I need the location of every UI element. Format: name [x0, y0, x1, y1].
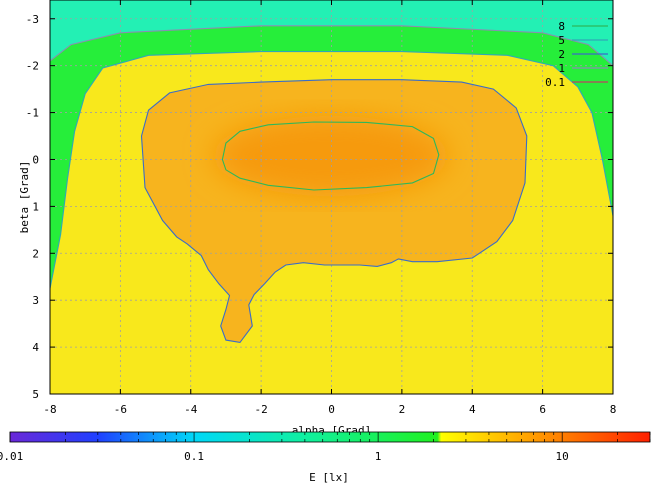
contours [50, 25, 613, 343]
y-tick-label: 1 [32, 200, 39, 213]
y-tick-label: 5 [32, 388, 39, 401]
colorbar-tick-label: 0.1 [184, 450, 204, 463]
colorbar: 0.01 0.1 1 10 [0, 431, 651, 463]
y-tick-label: -3 [26, 13, 39, 26]
legend-label: 2 [558, 48, 565, 61]
x-tick-label: -4 [184, 403, 198, 416]
colorbar-label: E [lx] [309, 471, 349, 483]
x-tick-label: -8 [43, 403, 56, 416]
x-tick-label: 4 [469, 403, 476, 416]
contour-line-5 [50, 51, 613, 289]
y-tick-label: 0 [32, 153, 39, 166]
y-tick-label: 2 [32, 247, 39, 260]
x-tick-label: 6 [539, 403, 546, 416]
heatmap-field [50, 0, 613, 343]
x-tick-label: 8 [610, 403, 617, 416]
contour-line-1 [50, 25, 613, 67]
x-axis-ticks: -8 -6 -4 -2 0 2 4 6 8 [43, 0, 616, 416]
colorbar-tick-label: 0.01 [0, 450, 23, 463]
y-tick-label: 4 [32, 341, 39, 354]
y-tick-label: -1 [26, 107, 39, 120]
plot-area [50, 0, 613, 394]
contour-line-2 [140, 79, 528, 343]
legend-label: 0.1 [545, 76, 565, 89]
y-axis-label: beta [Grad] [18, 161, 31, 234]
legend-label: 1 [558, 62, 565, 75]
x-tick-label: 2 [399, 403, 406, 416]
x-tick-label: -6 [114, 403, 127, 416]
heatmap-hot-spot [212, 115, 449, 196]
y-tick-label: -2 [26, 60, 39, 73]
colorbar-tick-label: 10 [556, 450, 569, 463]
heatmap-green-band [50, 25, 613, 289]
grid [50, 0, 613, 394]
x-tick-label: -2 [255, 403, 268, 416]
contour-line-8 [221, 121, 440, 191]
colorbar-tick-label: 1 [375, 450, 382, 463]
legend-label: 5 [558, 34, 565, 47]
y-tick-label: 3 [32, 294, 39, 307]
legend-label: 8 [558, 20, 565, 33]
x-tick-label: 0 [328, 403, 335, 416]
